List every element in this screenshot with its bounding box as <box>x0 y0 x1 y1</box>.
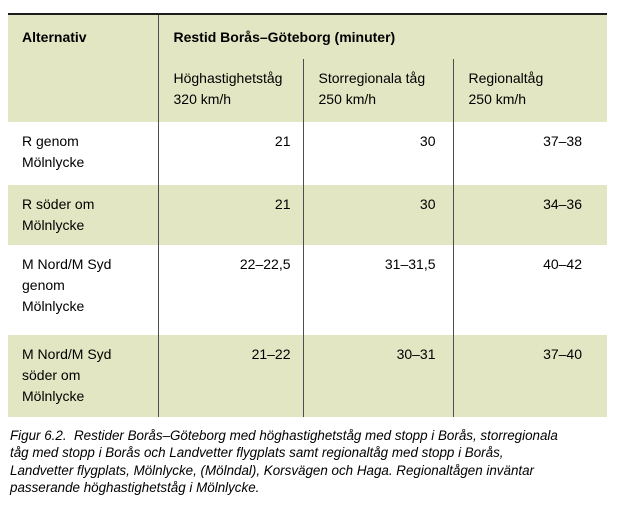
alternative-line: Mölnlycke <box>22 388 85 404</box>
value-cell: 21–22 <box>251 346 291 362</box>
group-header-restid: Restid Borås–Göteborg (minuter) <box>158 14 608 59</box>
column-header-storregionala: Storregionala tåg 250 km/h <box>302 59 453 122</box>
alternative-cell: M Nord/M Syd söder om Mölnlycke <box>8 335 159 417</box>
column-header-line: Storregionala tåg <box>318 70 426 86</box>
column-header-regionaltag: Regionaltåg 250 km/h <box>452 59 608 122</box>
figure-caption-line: passerande höghastighetståg i Mölnlycke. <box>10 479 260 495</box>
column-header-line: 250 km/h <box>318 91 377 107</box>
column-header-line: Höghastighetståg <box>173 70 283 86</box>
table-row: M Nord/M Syd genom Mölnlycke 22–22,5 31–… <box>8 245 608 335</box>
value-cell: 31–31,5 <box>302 245 453 335</box>
column-header-hoghastighetstag: Höghastighetståg 320 km/h <box>158 59 303 122</box>
document-page: Alternativ Restid Borås–Göteborg (minute… <box>8 13 620 496</box>
alternative-line: M Nord/M Syd <box>22 346 112 362</box>
alternative-line: M Nord/M Syd <box>22 256 112 272</box>
alternative-cell: R söder om Mölnlycke <box>8 185 159 245</box>
value-cell: 37–38 <box>452 122 608 185</box>
figure-caption-line: Figur 6.2. Restider Borås–Göteborg med h… <box>10 428 558 443</box>
value-cell: 22–22,5 <box>239 256 291 272</box>
value-cell: 37–40 <box>452 335 608 417</box>
alternative-line: Mölnlycke <box>22 217 85 233</box>
alternative-line: Mölnlycke <box>22 298 85 314</box>
column-header-line: Regionaltåg <box>468 70 544 86</box>
alternative-line: R genom <box>22 133 79 149</box>
column-header-alternativ: Alternativ <box>8 14 159 122</box>
column-header-alternativ-label: Alternativ <box>22 29 87 45</box>
value-cell: 30 <box>302 122 453 185</box>
alternative-line: Mölnlycke <box>22 154 85 170</box>
figure-caption-line: Landvetter flygplats, Mölnlycke, (Mölnda… <box>10 462 535 478</box>
table-row: R söder om Mölnlycke 21 30 34–36 <box>8 185 608 245</box>
value-cell: 21 <box>274 133 291 149</box>
table-row: M Nord/M Syd söder om Mölnlycke 21–22 30… <box>8 335 608 417</box>
value-cell: 34–36 <box>452 185 608 245</box>
alternative-cell: M Nord/M Syd genom Mölnlycke <box>8 245 159 335</box>
figure-caption-line: tåg med stopp i Borås och Landvetter fly… <box>10 445 504 461</box>
figure-caption: Figur 6.2. Restider Borås–Göteborg med h… <box>10 427 620 496</box>
travel-times-table: Alternativ Restid Borås–Göteborg (minute… <box>8 13 608 417</box>
alternative-line: söder om <box>22 367 81 383</box>
group-header-restid-label: Restid Borås–Göteborg (minuter) <box>173 29 396 45</box>
value-cell: 30 <box>302 185 453 245</box>
value-cell: 30–31 <box>302 335 453 417</box>
column-header-line: 250 km/h <box>468 91 527 107</box>
alternative-cell: R genom Mölnlycke <box>8 122 159 185</box>
value-cell: 40–42 <box>452 245 608 335</box>
alternative-line: genom <box>22 277 65 293</box>
table-row: R genom Mölnlycke 21 30 37–38 <box>8 122 608 185</box>
column-header-line: 320 km/h <box>173 91 232 107</box>
alternative-line: R söder om <box>22 196 95 212</box>
value-cell: 21 <box>274 196 291 212</box>
